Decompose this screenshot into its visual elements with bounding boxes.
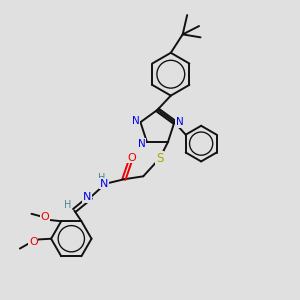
- Text: N: N: [100, 179, 108, 189]
- Text: N: N: [83, 192, 91, 202]
- Text: H: H: [64, 200, 71, 210]
- Text: O: O: [29, 237, 38, 247]
- Text: N: N: [138, 139, 146, 148]
- Text: H: H: [98, 173, 106, 183]
- Text: S: S: [156, 152, 163, 165]
- Text: N: N: [176, 117, 183, 127]
- Text: N: N: [131, 116, 139, 126]
- Text: O: O: [40, 212, 49, 222]
- Text: O: O: [127, 153, 136, 163]
